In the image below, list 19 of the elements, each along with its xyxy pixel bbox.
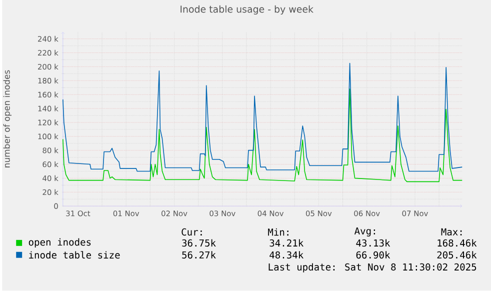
line-series (62, 88, 463, 182)
text: 205.46k (437, 251, 477, 259)
text: 168.46k (438, 239, 477, 247)
text: Avg: (354, 228, 376, 237)
chart-title: Inode table usage - by week (180, 6, 314, 15)
y-axis-title: number of open inodes (3, 70, 12, 168)
text: Last update: Sat Nov 8 11:30:02 2025 (268, 263, 476, 273)
text: 34.21k (270, 239, 304, 247)
text: 48.34k (270, 251, 304, 259)
text: 66.90k (356, 251, 390, 259)
text: 36.75k (182, 239, 216, 247)
text: 56.27k (182, 251, 216, 259)
text: Cur: (182, 228, 202, 236)
text: Min: (268, 228, 288, 236)
legend-label: inode table size (29, 251, 120, 259)
text: 43.13k (356, 239, 390, 247)
text: Max: (441, 228, 462, 236)
legend-label: open inodes (28, 238, 91, 248)
line-series (62, 62, 463, 172)
